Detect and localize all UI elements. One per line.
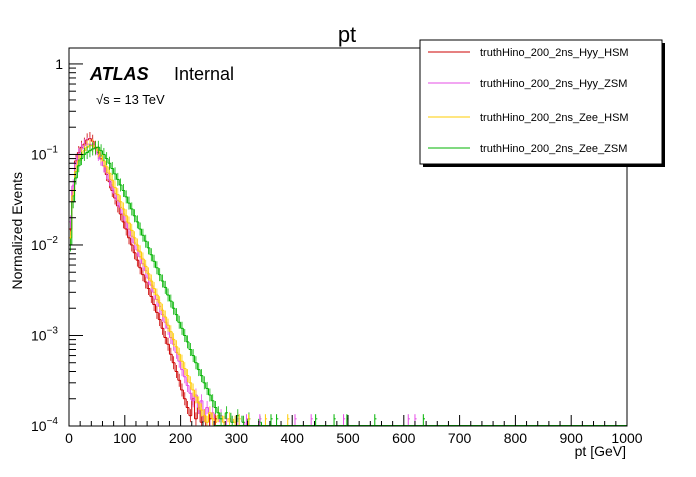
- x-tick-label: 200: [169, 430, 193, 446]
- legend-label-zee-hsm: truthHino_200_2ns_Zee_HSM: [480, 112, 629, 124]
- x-tick-label: 900: [560, 430, 584, 446]
- y-tick-label: 10−1: [31, 144, 58, 162]
- atlas-label: ATLAS: [89, 64, 149, 84]
- x-tick-label: 600: [392, 430, 416, 446]
- x-tick-label: 400: [281, 430, 305, 446]
- legend-box: [419, 39, 663, 165]
- y-tick-label: 10−3: [31, 325, 58, 343]
- x-tick-label: 700: [448, 430, 472, 446]
- y-tick-label: 10−4: [31, 416, 58, 434]
- legend-shadow-bottom: [423, 164, 665, 167]
- x-axis-label: pt [GeV]: [575, 443, 626, 459]
- legend: truthHino_200_2ns_Hyy_HSM truthHino_200_…: [419, 39, 665, 167]
- legend-label-hyy-zsm: truthHino_200_2ns_Hyy_ZSM: [480, 78, 627, 90]
- x-tick-label: 0: [65, 430, 73, 446]
- legend-label-zee-zsm: truthHino_200_2ns_Zee_ZSM: [480, 143, 627, 155]
- energy-label: √s = 13 TeV: [96, 92, 165, 107]
- chart-title: pt: [338, 22, 356, 47]
- legend-shadow-right: [662, 43, 665, 167]
- x-tick-label: 300: [225, 430, 249, 446]
- x-tick-label: 500: [336, 430, 360, 446]
- y-tick-label: 1: [55, 56, 63, 72]
- y-tick-label: 10−2: [31, 235, 58, 253]
- legend-label-hyy-hsm: truthHino_200_2ns_Hyy_HSM: [480, 47, 629, 59]
- x-tick-label: 800: [504, 430, 528, 446]
- x-tick-label: 1000: [611, 430, 642, 446]
- y-axis-label: Normalized Events: [9, 172, 25, 290]
- atlas-status: Internal: [174, 64, 234, 84]
- axis-layer: 0 100 200 300 400 500 600 700 800 900 1000 10−4 10−3…: [31, 56, 643, 446]
- x-tick-label: 100: [113, 430, 137, 446]
